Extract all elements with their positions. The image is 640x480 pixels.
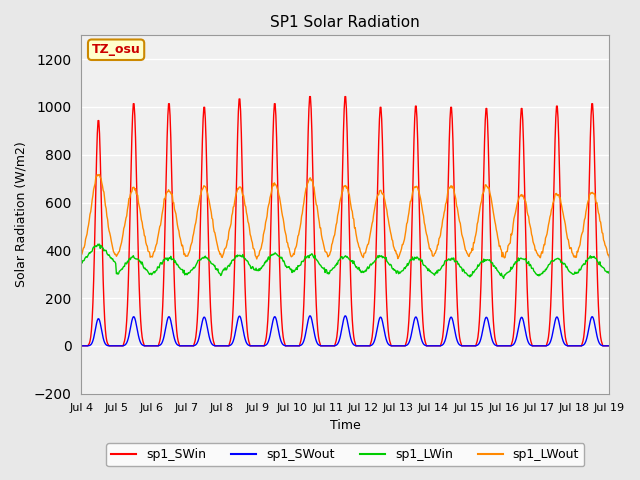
Line: sp1_LWout: sp1_LWout [81, 175, 609, 259]
sp1_LWout [142, 240, 150, 245]
Legend: sp1_SWin, sp1_SWout, sp1_LWin, sp1_LWout: sp1_SWin, sp1_SWout, sp1_LWin, sp1_LWout [106, 443, 584, 466]
Line: sp1_SWout: sp1_SWout [81, 316, 609, 346]
sp1_SWin [605, 343, 613, 348]
sp1_SWout [141, 343, 149, 348]
sp1_SWout [306, 313, 314, 319]
sp1_LWout [95, 172, 102, 178]
sp1_SWout [195, 336, 202, 342]
sp1_SWout [426, 343, 433, 348]
sp1_SWout [77, 343, 85, 348]
sp1_SWin [87, 334, 95, 340]
sp1_SWin [223, 343, 230, 348]
sp1_LWout [223, 238, 231, 243]
sp1_LWin [142, 267, 150, 273]
sp1_LWout [77, 252, 85, 258]
sp1_SWin [410, 137, 418, 143]
sp1_LWin [87, 249, 95, 255]
sp1_LWin [410, 257, 418, 263]
sp1_LWin [196, 257, 204, 263]
sp1_LWout [87, 209, 95, 215]
sp1_SWout [223, 343, 230, 348]
sp1_LWout [426, 246, 434, 252]
sp1_SWin [77, 343, 85, 348]
X-axis label: Time: Time [330, 419, 361, 432]
sp1_LWin [500, 276, 508, 281]
sp1_SWin [426, 343, 433, 348]
Y-axis label: Solar Radiation (W/m2): Solar Radiation (W/m2) [15, 142, 28, 288]
Line: sp1_LWin: sp1_LWin [81, 244, 609, 278]
sp1_LWin [605, 270, 613, 276]
sp1_SWout [87, 342, 95, 348]
sp1_LWin [94, 241, 102, 247]
sp1_LWin [77, 259, 85, 264]
sp1_LWout [196, 197, 204, 203]
Title: SP1 Solar Radiation: SP1 Solar Radiation [271, 15, 420, 30]
Text: TZ_osu: TZ_osu [92, 43, 140, 56]
sp1_SWin [141, 343, 149, 348]
Line: sp1_SWin: sp1_SWin [81, 96, 609, 346]
sp1_LWin [223, 264, 231, 270]
sp1_LWout [605, 255, 613, 261]
sp1_SWout [605, 343, 613, 348]
sp1_SWin [195, 284, 202, 290]
sp1_LWout [411, 184, 419, 190]
sp1_LWout [253, 256, 260, 262]
sp1_SWin [306, 94, 314, 99]
sp1_SWout [410, 318, 418, 324]
sp1_LWin [426, 268, 433, 274]
